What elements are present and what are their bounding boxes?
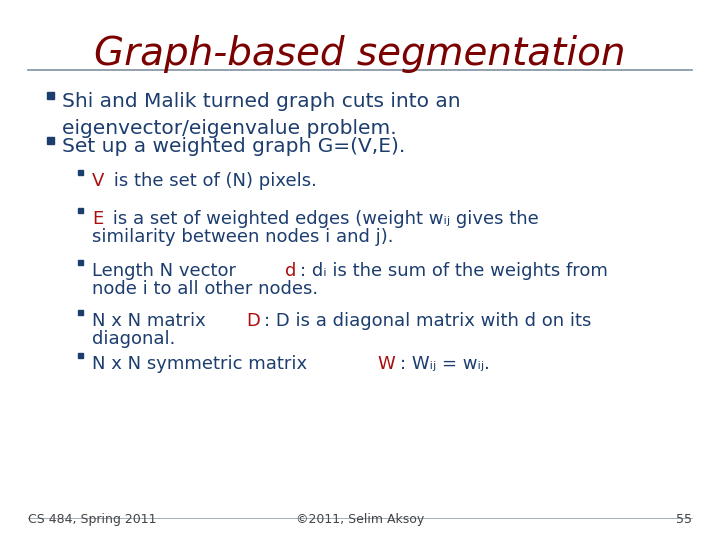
Text: Graph-based segmentation: Graph-based segmentation [94,35,626,73]
Bar [78,260,83,265]
Text: similarity between nodes i and j).: similarity between nodes i and j). [92,228,394,246]
Text: : D is a diagonal matrix with d on its: : D is a diagonal matrix with d on its [264,312,591,330]
Text: W: W [377,355,395,373]
Text: N x N matrix: N x N matrix [92,312,212,330]
Text: diagonal.: diagonal. [92,330,176,348]
Bar [78,309,83,314]
Text: CS 484, Spring 2011: CS 484, Spring 2011 [28,513,156,526]
Text: is the set of (N) pixels.: is the set of (N) pixels. [108,172,317,190]
Text: is a set of weighted edges (weight wᵢⱼ gives the: is a set of weighted edges (weight wᵢⱼ g… [107,210,539,228]
Text: N x N symmetric matrix: N x N symmetric matrix [92,355,313,373]
Text: 55: 55 [676,513,692,526]
Text: Shi and Malik turned graph cuts into an
eigenvector/eigenvalue problem.: Shi and Malik turned graph cuts into an … [62,92,461,138]
Text: V: V [92,172,104,190]
Bar [78,207,83,213]
Text: d: d [285,262,297,280]
Bar [78,353,83,357]
Text: : dᵢ is the sum of the weights from: : dᵢ is the sum of the weights from [300,262,608,280]
Text: D: D [246,312,260,330]
Bar [47,91,53,98]
Text: Set up a weighted graph G=(V,E).: Set up a weighted graph G=(V,E). [62,137,405,156]
Text: node i to all other nodes.: node i to all other nodes. [92,280,318,298]
Bar [47,137,53,144]
Text: Length N vector: Length N vector [92,262,242,280]
Text: : Wᵢⱼ = wᵢⱼ.: : Wᵢⱼ = wᵢⱼ. [400,355,490,373]
Bar [78,170,83,174]
Text: E: E [92,210,103,228]
Text: ©2011, Selim Aksoy: ©2011, Selim Aksoy [296,513,424,526]
